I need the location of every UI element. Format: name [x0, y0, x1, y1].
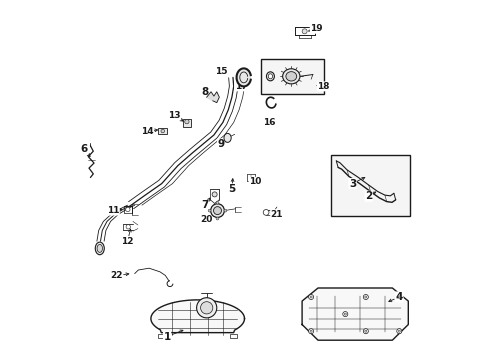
Text: 1: 1 [163, 332, 170, 342]
Circle shape [224, 209, 226, 212]
Ellipse shape [210, 204, 224, 217]
Circle shape [397, 330, 400, 332]
Text: 2: 2 [365, 191, 371, 201]
Ellipse shape [282, 69, 299, 84]
Text: 20: 20 [200, 215, 212, 224]
Polygon shape [302, 288, 407, 340]
Text: 12: 12 [121, 237, 134, 246]
Circle shape [342, 311, 347, 317]
Bar [230, 334, 237, 338]
Polygon shape [206, 92, 219, 103]
Ellipse shape [266, 72, 274, 81]
Circle shape [396, 294, 401, 300]
Text: 6: 6 [81, 144, 88, 154]
Bar [330, 155, 409, 216]
Circle shape [126, 225, 130, 229]
Circle shape [396, 329, 401, 334]
Text: 9: 9 [217, 139, 224, 149]
Circle shape [363, 294, 367, 300]
Text: 22: 22 [110, 271, 122, 280]
Text: 16: 16 [263, 118, 275, 127]
Text: 21: 21 [270, 210, 283, 219]
Circle shape [363, 329, 367, 334]
Ellipse shape [268, 74, 272, 79]
Text: 15: 15 [214, 68, 227, 77]
Circle shape [364, 296, 366, 298]
Circle shape [364, 330, 366, 332]
Circle shape [263, 210, 268, 215]
Ellipse shape [224, 133, 231, 142]
Bar [260, 59, 323, 94]
Text: 10: 10 [248, 177, 261, 186]
Ellipse shape [95, 242, 104, 255]
Bar [158, 128, 167, 134]
Circle shape [200, 302, 212, 314]
Ellipse shape [213, 207, 221, 215]
Text: 14: 14 [141, 127, 153, 136]
Circle shape [196, 298, 216, 318]
Circle shape [216, 201, 219, 204]
Circle shape [308, 329, 313, 334]
Text: 19: 19 [309, 24, 322, 33]
Text: 11: 11 [107, 206, 119, 215]
Circle shape [309, 330, 311, 332]
Circle shape [216, 217, 219, 220]
Ellipse shape [97, 244, 102, 252]
Bar [182, 119, 191, 127]
Circle shape [208, 209, 211, 212]
Circle shape [397, 296, 400, 298]
Circle shape [212, 192, 217, 197]
Text: 3: 3 [348, 179, 355, 189]
Circle shape [184, 120, 189, 124]
Circle shape [309, 296, 311, 298]
Text: 8: 8 [201, 87, 208, 97]
Text: 18: 18 [317, 82, 329, 91]
Text: 5: 5 [228, 184, 235, 194]
Bar [158, 334, 165, 338]
Circle shape [125, 207, 130, 212]
Circle shape [161, 129, 164, 133]
Ellipse shape [236, 68, 250, 86]
Ellipse shape [285, 72, 296, 81]
Circle shape [302, 29, 306, 34]
Circle shape [344, 313, 346, 315]
Text: 4: 4 [395, 292, 402, 302]
Circle shape [308, 294, 313, 300]
Polygon shape [151, 300, 244, 333]
Text: 7: 7 [201, 200, 208, 210]
Text: 13: 13 [168, 111, 180, 120]
Text: 17: 17 [234, 82, 247, 91]
